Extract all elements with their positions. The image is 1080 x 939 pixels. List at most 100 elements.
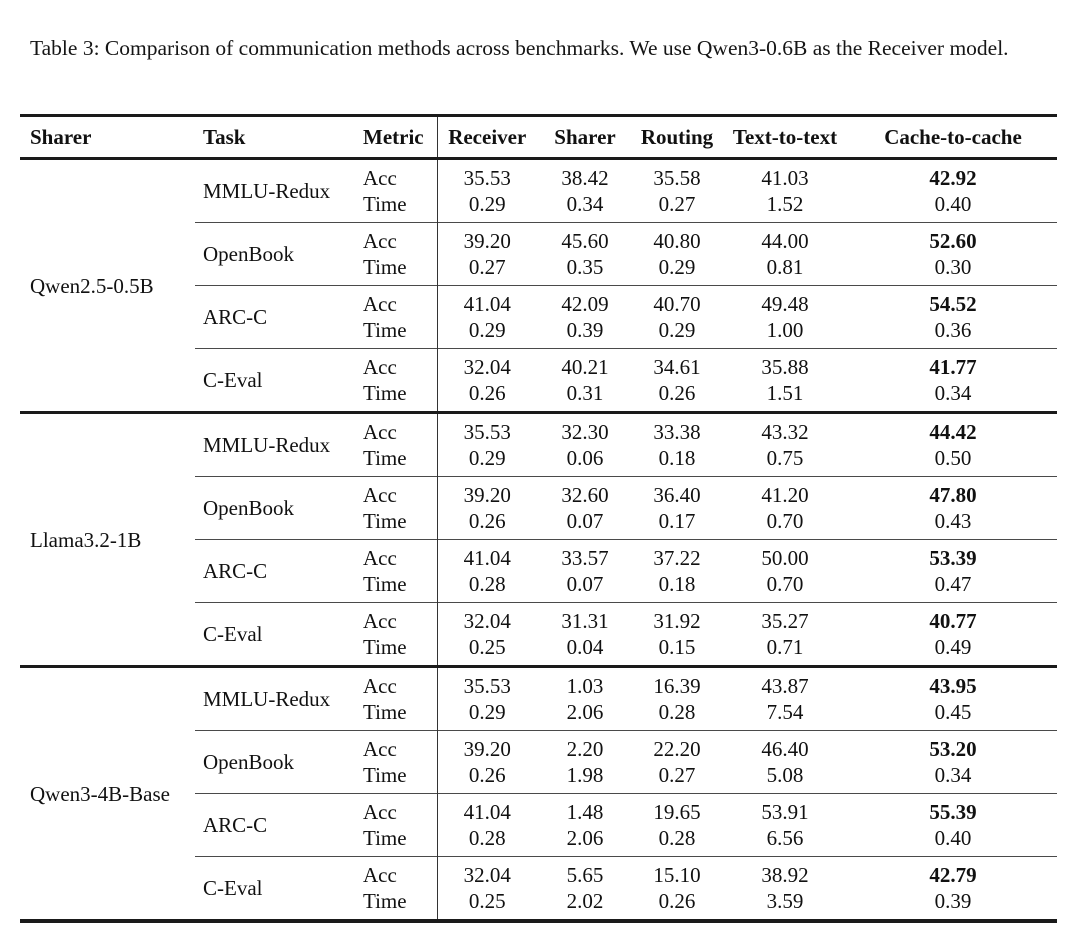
metric-label: Time <box>363 381 407 405</box>
task-cell: MMLU-Redux <box>195 665 360 731</box>
value-cell-text-to-text: 50.00 0.70 <box>721 539 849 603</box>
task-cell: MMLU-Redux <box>203 179 331 203</box>
value-cell-routing: 22.20 0.27 <box>633 730 721 794</box>
value-cell-text-to-text: 43.87 7.54 <box>721 665 849 731</box>
time-value: 0.06 <box>566 446 604 470</box>
acc-value: 41.04 <box>463 800 511 824</box>
value-cell-text-to-text: 44.00 0.81 <box>721 222 849 286</box>
acc-value: 32.04 <box>463 863 511 887</box>
metric-label: Time <box>363 889 407 913</box>
time-value: 0.75 <box>766 446 804 470</box>
acc-value: 52.60 <box>929 229 977 253</box>
time-value: 0.07 <box>566 572 604 596</box>
value-cell-cache-to-cache: 44.42 0.50 <box>849 411 1057 477</box>
time-value: 0.43 <box>934 509 972 533</box>
metric-cell: Acc Time <box>360 539 437 603</box>
time-value: 0.45 <box>934 700 972 724</box>
acc-value: 41.77 <box>929 355 977 379</box>
value-cell-routing: 33.38 0.18 <box>633 411 721 477</box>
acc-value: 49.48 <box>761 292 809 316</box>
column-header-receiver: Receiver <box>436 115 537 160</box>
column-header-metric: Metric <box>360 115 437 160</box>
table-row: OpenBook Acc Time 39.20 0.26 32.60 0.07 36.40 0.… <box>20 476 1057 540</box>
value-cell-receiver: 32.04 0.25 <box>436 856 537 921</box>
value-cell-cache-to-cache: 55.39 0.40 <box>849 793 1057 857</box>
acc-value: 53.39 <box>929 546 977 570</box>
acc-value: 40.70 <box>653 292 701 316</box>
value-cell-cache-to-cache: 53.20 0.34 <box>849 730 1057 794</box>
time-value: 0.35 <box>566 255 604 279</box>
task-cell: ARC-C <box>195 539 360 603</box>
time-value: 0.40 <box>934 826 972 850</box>
time-value: 0.27 <box>658 192 696 216</box>
time-value: 0.26 <box>658 381 696 405</box>
value-cell-routing: 15.10 0.26 <box>633 856 721 921</box>
acc-value: 5.65 <box>566 863 604 887</box>
value-cell-routing: 34.61 0.26 <box>633 348 721 413</box>
time-value: 1.52 <box>766 192 804 216</box>
acc-value: 35.88 <box>761 355 809 379</box>
metric-label: Time <box>363 255 407 279</box>
metric-label: Time <box>363 635 407 659</box>
value-cell-receiver: 39.20 0.26 <box>436 730 537 794</box>
acc-value: 33.57 <box>561 546 609 570</box>
metric-label: Time <box>363 572 407 596</box>
table-body: Qwen2.5-0.5B MMLU-Redux Acc Time 35.53 0.29 38… <box>20 158 1057 921</box>
time-value: 5.08 <box>766 763 804 787</box>
acc-value: 44.42 <box>929 420 977 444</box>
acc-value: 50.00 <box>761 546 809 570</box>
value-cell-cache-to-cache: 40.77 0.49 <box>849 602 1057 667</box>
acc-value: 42.09 <box>561 292 609 316</box>
metric-label: Acc <box>363 863 397 887</box>
acc-value: 43.32 <box>761 420 809 444</box>
acc-value: 40.77 <box>929 609 977 633</box>
time-value: 1.00 <box>766 318 804 342</box>
acc-value: 41.04 <box>463 546 511 570</box>
value-cell-receiver: 32.04 0.25 <box>436 602 537 667</box>
acc-value: 44.00 <box>761 229 809 253</box>
acc-value: 39.20 <box>463 483 511 507</box>
header-row: Sharer Task Metric Receiver Sharer Routi… <box>20 115 1057 160</box>
metric-label: Acc <box>363 546 397 570</box>
table-row: ARC-C Acc Time 41.04 0.28 1.48 2.06 19.65 0.28 53… <box>20 793 1057 857</box>
value-cell-text-to-text: 53.91 6.56 <box>721 793 849 857</box>
table-row: ARC-C Acc Time 41.04 0.28 33.57 0.07 37.22 0.18 5… <box>20 539 1057 603</box>
time-value: 0.47 <box>934 572 972 596</box>
value-cell-cache-to-cache: 41.77 0.34 <box>849 348 1057 413</box>
acc-value: 39.20 <box>463 229 511 253</box>
time-value: 0.30 <box>934 255 972 279</box>
value-cell-sharer: 32.60 0.07 <box>537 476 633 540</box>
value-cell-routing: 36.40 0.17 <box>633 476 721 540</box>
acc-value: 43.87 <box>761 674 809 698</box>
time-value: 0.27 <box>658 763 696 787</box>
time-value: 0.28 <box>658 826 696 850</box>
acc-value: 2.20 <box>566 737 604 761</box>
value-cell-sharer: 31.31 0.04 <box>537 602 633 667</box>
value-cell-routing: 31.92 0.15 <box>633 602 721 667</box>
time-value: 0.28 <box>658 700 696 724</box>
acc-value: 34.61 <box>653 355 701 379</box>
time-value: 0.29 <box>468 446 506 470</box>
table-row: Qwen3-4B-Base MMLU-Redux Acc Time 35.53 0.29 1… <box>20 665 1057 921</box>
time-value: 7.54 <box>766 700 804 724</box>
metric-cell: Acc Time <box>360 856 437 921</box>
value-cell-routing: 19.65 0.28 <box>633 793 721 857</box>
value-cell-sharer: 40.21 0.31 <box>537 348 633 413</box>
metric-cell: Acc Time <box>360 793 437 857</box>
metric-label: Acc <box>363 229 397 253</box>
time-value: 0.71 <box>766 635 804 659</box>
metric-label: Acc <box>363 737 397 761</box>
acc-value: 35.53 <box>463 674 511 698</box>
time-value: 0.81 <box>766 255 804 279</box>
time-value: 0.29 <box>468 192 506 216</box>
table-row: ARC-C Acc Time 41.04 0.29 42.09 0.39 40.70 0.29 4… <box>20 285 1057 349</box>
acc-value: 40.80 <box>653 229 701 253</box>
metric-cell: Acc Time <box>360 602 437 667</box>
time-value: 0.26 <box>468 509 506 533</box>
task-cell: MMLU-Redux <box>195 411 360 477</box>
time-value: 0.25 <box>468 889 506 913</box>
value-cell-cache-to-cache: 43.95 0.45 <box>849 665 1057 731</box>
acc-value: 47.80 <box>929 483 977 507</box>
metric-label: Time <box>363 763 407 787</box>
table-header: Sharer Task Metric Receiver Sharer Routi… <box>20 115 1057 160</box>
